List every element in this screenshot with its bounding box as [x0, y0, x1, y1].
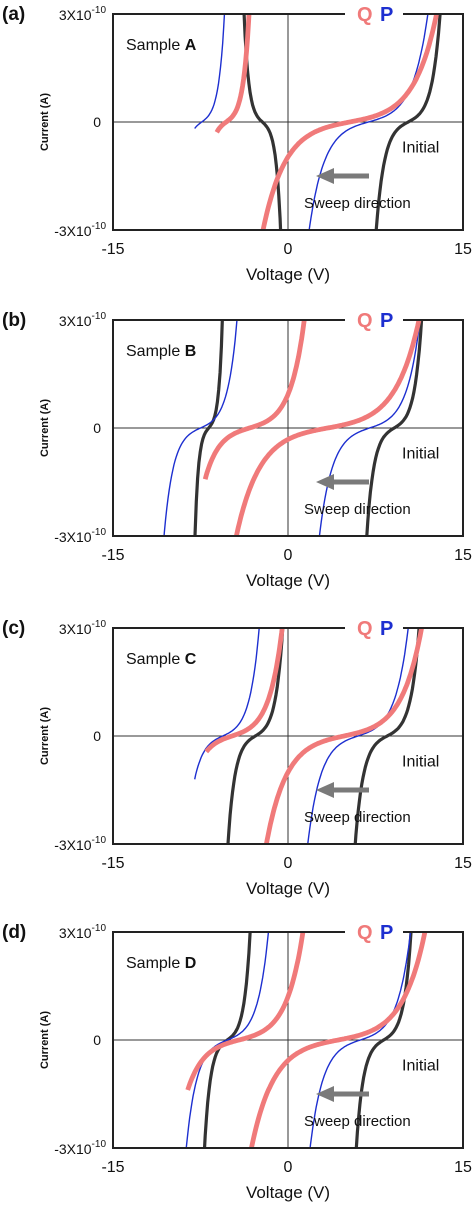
y-tick-bottom: -3X10-10 — [54, 221, 106, 239]
curves-group — [194, 14, 442, 230]
initial-label: Initial — [402, 754, 439, 771]
series-q-forward — [185, 932, 306, 1091]
x-axis-label: Voltage (V) — [246, 879, 330, 898]
initial-label: Initial — [402, 1058, 439, 1075]
y-axis-label: Current (A) — [39, 1011, 51, 1069]
y-tick-bottom: -3X10-10 — [54, 527, 106, 545]
y-axis-label: Current (A) — [39, 707, 51, 765]
y-tick-zero: 0 — [93, 114, 101, 130]
x-tick-center: 0 — [284, 547, 293, 564]
chart-panel-d: Q P (d) Sample D Initial Sweep direction 3X10-… — [2, 920, 472, 1202]
sample-label: Sample C — [126, 651, 197, 668]
y-tick-bottom: -3X10-10 — [54, 1139, 106, 1157]
x-tick-right: 15 — [454, 547, 472, 564]
legend-q: Q — [357, 618, 373, 640]
series-q-reverse — [233, 320, 422, 536]
chart-panel-c: Q P (c) Sample C Initial Sweep direction 3X10-… — [2, 616, 472, 898]
sweep-direction-label: Sweep direction — [304, 195, 411, 212]
x-tick-center: 0 — [284, 241, 293, 258]
x-tick-center: 0 — [284, 855, 293, 872]
series-initial-reverse — [365, 320, 424, 536]
sweep-arrow-head — [316, 1086, 334, 1102]
legend-background — [345, 920, 403, 944]
x-tick-center: 0 — [284, 1159, 293, 1176]
series-q-reverse — [249, 932, 428, 1148]
legend-p: P — [380, 4, 393, 26]
series-p-reverse — [309, 932, 412, 1148]
series-q-forward — [202, 320, 307, 480]
sample-label: Sample B — [126, 343, 196, 360]
x-axis-label: Voltage (V) — [246, 571, 330, 590]
x-axis-label: Voltage (V) — [246, 1183, 330, 1202]
panel-label: (c) — [2, 618, 25, 639]
chart-panel-b: Q P (b) Sample B Initial Sweep direction 3X10-… — [2, 308, 472, 590]
legend-background — [345, 616, 403, 640]
plot-frame — [112, 13, 464, 231]
x-tick-left: -15 — [101, 547, 124, 564]
sample-label: Sample D — [126, 955, 196, 972]
x-tick-left: -15 — [101, 1159, 124, 1176]
x-tick-right: 15 — [454, 241, 472, 258]
legend-p: P — [380, 310, 393, 332]
curves-group — [163, 320, 424, 536]
sweep-direction-label: Sweep direction — [304, 809, 411, 826]
y-axis-label: Current (A) — [39, 93, 51, 151]
legend-q: Q — [357, 922, 373, 944]
sweep-arrow-head — [316, 474, 334, 490]
y-tick-top: 3X10-10 — [59, 5, 107, 23]
y-tick-top: 3X10-10 — [59, 923, 107, 941]
x-tick-right: 15 — [454, 855, 472, 872]
legend-background — [345, 308, 403, 332]
legend-q: Q — [357, 4, 373, 26]
y-axis-label: Current (A) — [39, 399, 51, 457]
y-tick-top: 3X10-10 — [59, 619, 107, 637]
legend-p: P — [380, 618, 393, 640]
series-q-reverse — [260, 14, 440, 230]
plot-frame — [112, 627, 464, 845]
sweep-arrow-head — [316, 168, 334, 184]
y-tick-top: 3X10-10 — [59, 311, 107, 329]
series-p-forward — [185, 932, 270, 1148]
sample-label: Sample A — [126, 37, 197, 54]
panel-label: (a) — [2, 4, 25, 25]
y-tick-zero: 0 — [93, 1032, 101, 1048]
y-tick-zero: 0 — [93, 728, 101, 744]
legend-p: P — [380, 922, 393, 944]
series-q-reverse — [263, 628, 425, 844]
initial-label: Initial — [402, 446, 439, 463]
x-tick-left: -15 — [101, 855, 124, 872]
legend-background — [345, 2, 403, 26]
y-tick-bottom: -3X10-10 — [54, 835, 106, 853]
curves-group — [194, 628, 425, 844]
chart-panel-a: Q P (a) Sample A Initial Sweep direction 3X10-… — [2, 2, 472, 284]
x-tick-right: 15 — [454, 1159, 472, 1176]
plot-frame — [112, 319, 464, 537]
sweep-direction-label: Sweep direction — [304, 501, 411, 518]
x-axis-label: Voltage (V) — [246, 265, 330, 284]
sweep-arrow-head — [316, 782, 334, 798]
curves-group — [185, 932, 428, 1148]
initial-label: Initial — [402, 140, 439, 157]
panel-label: (d) — [2, 922, 26, 943]
x-tick-left: -15 — [101, 241, 124, 258]
legend-q: Q — [357, 310, 373, 332]
y-tick-zero: 0 — [93, 420, 101, 436]
sweep-direction-label: Sweep direction — [304, 1113, 411, 1130]
panel-label: (b) — [2, 310, 26, 331]
plot-frame — [112, 931, 464, 1149]
series-p-reverse — [307, 628, 409, 844]
series-initial-reverse — [374, 14, 442, 230]
series-p-forward — [163, 320, 238, 536]
series-p-reverse — [308, 14, 429, 230]
series-q-forward — [204, 628, 285, 754]
series-p-forward — [194, 628, 260, 780]
